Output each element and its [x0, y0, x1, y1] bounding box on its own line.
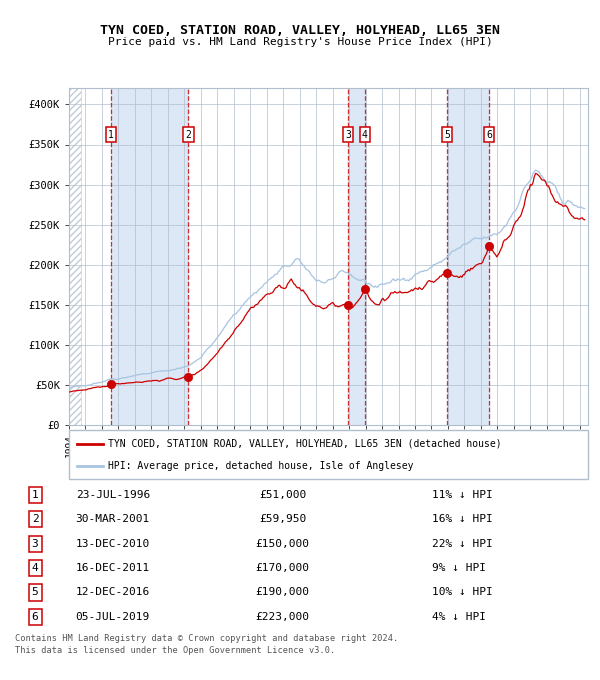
Text: 1: 1	[108, 129, 114, 139]
Text: £190,000: £190,000	[256, 588, 310, 598]
Text: TYN COED, STATION ROAD, VALLEY, HOLYHEAD, LL65 3EN: TYN COED, STATION ROAD, VALLEY, HOLYHEAD…	[100, 24, 500, 37]
Text: 13-DEC-2010: 13-DEC-2010	[76, 539, 150, 549]
Bar	[348, 88, 365, 425]
Text: £51,000: £51,000	[259, 490, 307, 500]
Text: £59,950: £59,950	[259, 514, 307, 524]
Text: 1: 1	[32, 490, 38, 500]
Text: 12-DEC-2016: 12-DEC-2016	[76, 588, 150, 598]
Text: This data is licensed under the Open Government Licence v3.0.: This data is licensed under the Open Gov…	[15, 646, 335, 655]
Text: 5: 5	[32, 588, 38, 598]
Text: 05-JUL-2019: 05-JUL-2019	[76, 612, 150, 622]
Text: HPI: Average price, detached house, Isle of Anglesey: HPI: Average price, detached house, Isle…	[108, 461, 413, 471]
Text: 22% ↓ HPI: 22% ↓ HPI	[433, 539, 493, 549]
Text: 10% ↓ HPI: 10% ↓ HPI	[433, 588, 493, 598]
Text: 2: 2	[185, 129, 191, 139]
Text: 3: 3	[32, 539, 38, 549]
Text: 23-JUL-1996: 23-JUL-1996	[76, 490, 150, 500]
Bar	[447, 88, 489, 425]
Text: 30-MAR-2001: 30-MAR-2001	[76, 514, 150, 524]
Text: 6: 6	[486, 129, 492, 139]
Text: 9% ↓ HPI: 9% ↓ HPI	[433, 563, 487, 573]
Text: TYN COED, STATION ROAD, VALLEY, HOLYHEAD, LL65 3EN (detached house): TYN COED, STATION ROAD, VALLEY, HOLYHEAD…	[108, 439, 502, 449]
Text: Contains HM Land Registry data © Crown copyright and database right 2024.: Contains HM Land Registry data © Crown c…	[15, 634, 398, 643]
Text: 4% ↓ HPI: 4% ↓ HPI	[433, 612, 487, 622]
Text: 6: 6	[32, 612, 38, 622]
Text: 11% ↓ HPI: 11% ↓ HPI	[433, 490, 493, 500]
Text: 2: 2	[32, 514, 38, 524]
Text: 16% ↓ HPI: 16% ↓ HPI	[433, 514, 493, 524]
Bar	[69, 88, 82, 425]
Text: 4: 4	[362, 129, 368, 139]
Text: £223,000: £223,000	[256, 612, 310, 622]
Text: 4: 4	[32, 563, 38, 573]
Text: £170,000: £170,000	[256, 563, 310, 573]
Text: £150,000: £150,000	[256, 539, 310, 549]
Text: Price paid vs. HM Land Registry's House Price Index (HPI): Price paid vs. HM Land Registry's House …	[107, 37, 493, 48]
Text: 16-DEC-2011: 16-DEC-2011	[76, 563, 150, 573]
Text: 3: 3	[346, 129, 351, 139]
Bar	[111, 88, 188, 425]
Text: 5: 5	[444, 129, 450, 139]
